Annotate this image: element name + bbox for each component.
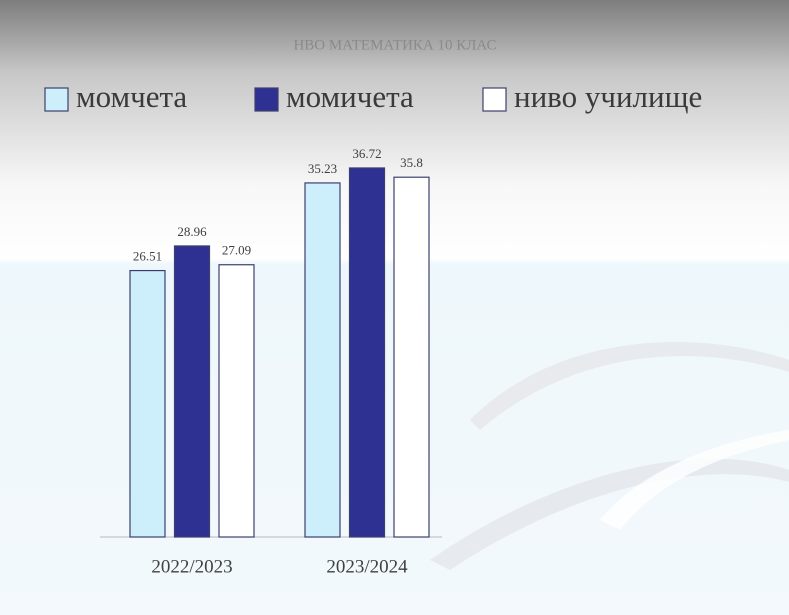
swoosh bbox=[430, 458, 789, 570]
data-label: 35.23 bbox=[308, 161, 337, 176]
swoosh bbox=[470, 342, 789, 430]
data-label: 35.8 bbox=[400, 155, 423, 170]
legend-swatch bbox=[44, 87, 69, 112]
bar bbox=[173, 245, 211, 538]
legend-swatch bbox=[482, 87, 507, 112]
bar bbox=[393, 176, 430, 538]
x-tick-label: 2023/2024 bbox=[326, 556, 408, 577]
legend-label: момичета bbox=[286, 79, 414, 114]
legend: момчета момичета ниво училище bbox=[44, 79, 702, 114]
swoosh bbox=[600, 430, 789, 530]
data-label: 26.51 bbox=[133, 249, 162, 264]
bar bbox=[218, 264, 255, 538]
chart-title: НВО МАТЕМАТИКА 10 КЛАС bbox=[293, 37, 496, 53]
data-label: 36.72 bbox=[352, 146, 381, 161]
data-label: 28.96 bbox=[177, 224, 207, 239]
x-tick-label: 2022/2023 bbox=[151, 556, 232, 577]
legend-label: ниво училище bbox=[514, 79, 702, 114]
data-label: 27.09 bbox=[222, 243, 251, 258]
bar bbox=[348, 167, 386, 538]
bar bbox=[129, 269, 166, 538]
legend-swatch bbox=[254, 87, 279, 112]
bar bbox=[304, 182, 341, 538]
legend-label: момчета bbox=[76, 79, 187, 114]
